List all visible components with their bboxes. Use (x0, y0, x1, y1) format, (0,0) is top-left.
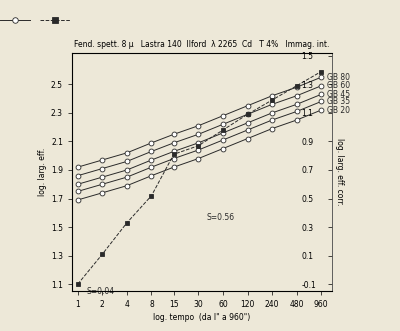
X-axis label: log. tempo  (da l" a 960"): log. tempo (da l" a 960") (153, 313, 251, 322)
Y-axis label: log. larg. eff.: log. larg. eff. (38, 148, 47, 196)
Text: S=0.04: S=0.04 (86, 287, 114, 296)
Text: GB 60: GB 60 (327, 81, 350, 90)
Text: GB 45: GB 45 (327, 90, 350, 99)
Text: GB 35: GB 35 (327, 97, 350, 106)
Title: Fend. spett. 8 μ   Lastra 140  Ilford  λ 2265  Cd   T 4%   Immag. int.: Fend. spett. 8 μ Lastra 140 Ilford λ 226… (74, 40, 330, 49)
Y-axis label: log. larg. eff. corr.: log. larg. eff. corr. (335, 138, 344, 206)
Text: S=0.56: S=0.56 (207, 213, 235, 221)
Text: GB 80: GB 80 (327, 73, 350, 82)
Text: GB 20: GB 20 (327, 106, 350, 115)
